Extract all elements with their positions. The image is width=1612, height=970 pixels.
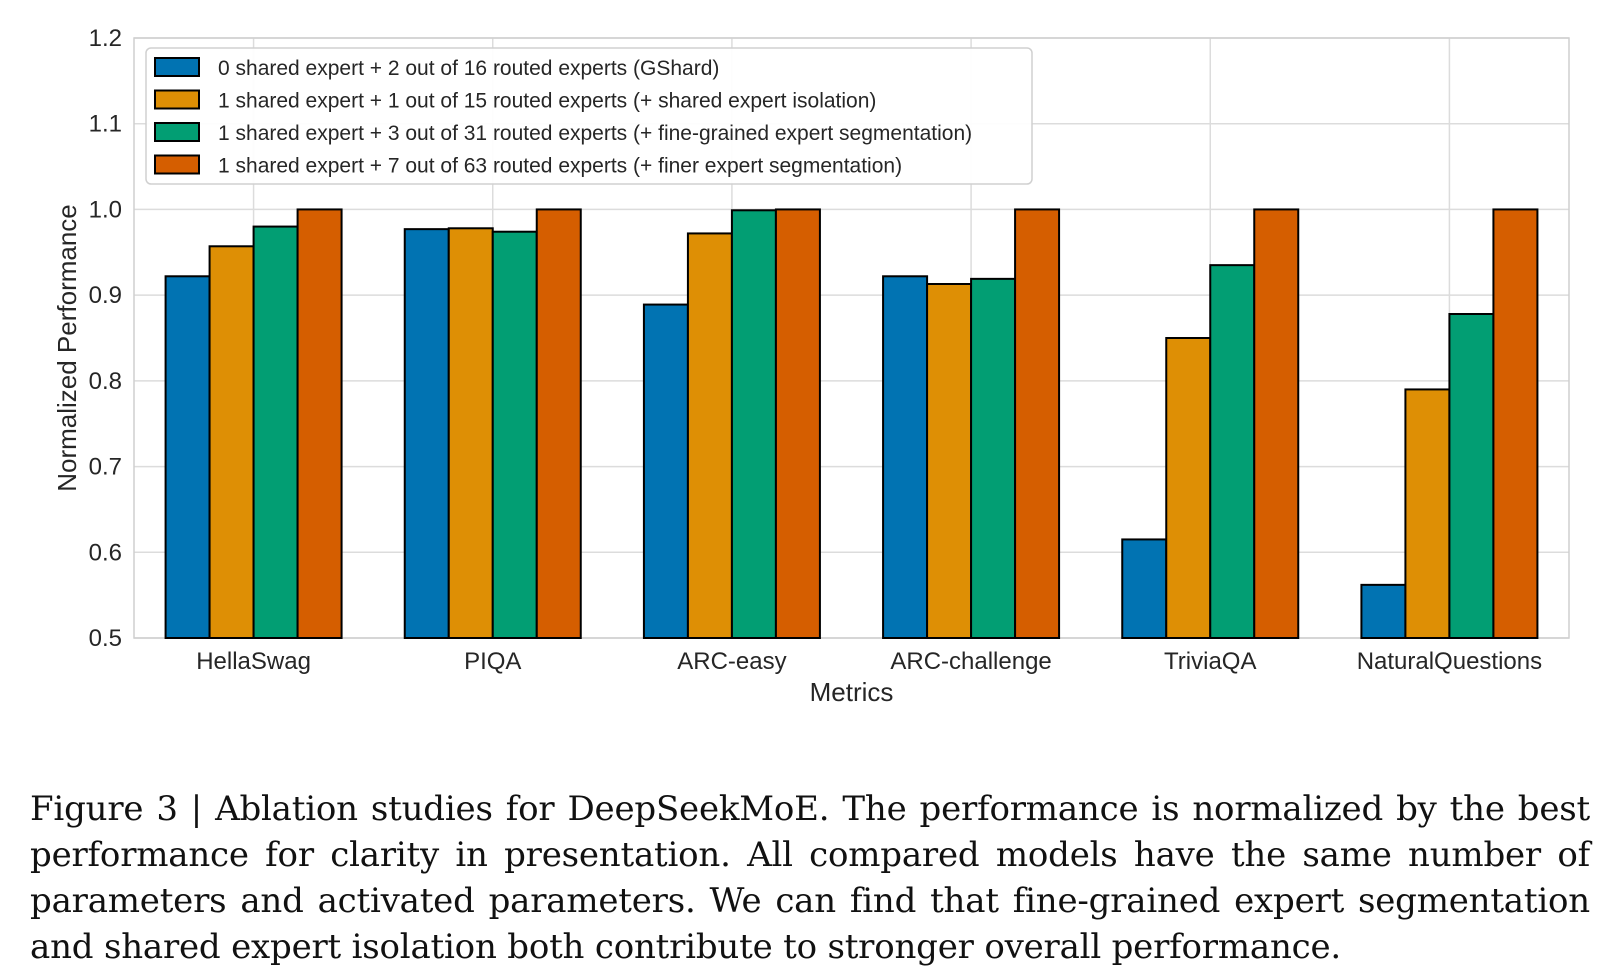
x-tick-label: PIQA: [464, 648, 521, 675]
legend-swatch: [154, 89, 200, 110]
figure-caption: Figure 3 | Ablation studies for DeepSeek…: [30, 789, 1590, 967]
x-tick-label: ARC-challenge: [890, 648, 1051, 675]
bar: [686, 232, 733, 640]
x-tick-label: ARC-easy: [677, 648, 786, 675]
bar: [774, 208, 821, 640]
y-tick-label: 0.8: [89, 368, 122, 395]
y-tick-label: 0.6: [89, 539, 122, 566]
legend-swatch: [154, 122, 200, 142]
bar: [403, 228, 450, 639]
bar: [164, 275, 211, 639]
legend-swatch: [154, 57, 200, 77]
bar: [252, 225, 299, 639]
legend-swatch: [154, 154, 200, 175]
x-axis-label: Metrics: [810, 677, 894, 707]
legend-label: 1 shared expert + 1 out of 15 routed exp…: [218, 90, 876, 113]
y-tick-label: 1.0: [89, 196, 122, 223]
bar: [296, 208, 343, 640]
x-tick-label: NaturalQuestions: [1357, 648, 1542, 675]
bar: [491, 230, 538, 639]
bar: [1121, 538, 1168, 640]
y-tick-label: 0.5: [89, 625, 122, 652]
x-tick-label: HellaSwag: [196, 648, 311, 675]
bar: [1253, 208, 1300, 640]
bar: [1165, 337, 1212, 639]
bar: [926, 283, 973, 639]
bar: [535, 208, 582, 640]
bar: [970, 277, 1017, 639]
plot-frame: [133, 37, 1570, 639]
bar: [1404, 388, 1451, 639]
bar: [1209, 264, 1256, 639]
y-axis-label: Normalized Performance: [52, 204, 82, 492]
bar: [1360, 583, 1407, 639]
chart-container: 0.5 0.6 0.7 0.8 0.9 1.0 1.1 1.2 HellaSwag PIQA ARC…: [52, 25, 1570, 707]
x-tick-label: TriviaQA: [1164, 648, 1256, 675]
legend-label: 0 shared expert + 2 out of 16 routed exp…: [218, 57, 719, 80]
bar: [1492, 208, 1539, 640]
y-tick-label: 0.7: [89, 454, 122, 481]
bar: [1448, 313, 1495, 639]
bar: [447, 227, 494, 640]
bar: [882, 275, 929, 639]
legend-box: [145, 47, 1033, 185]
bar: [208, 245, 255, 640]
bar: [730, 209, 777, 640]
bar-chart: 0.5 0.6 0.7 0.8 0.9 1.0 1.1 1.2 HellaSwag PIQA ARC…: [52, 25, 1570, 707]
legend-label: 1 shared expert + 3 out of 31 routed exp…: [218, 122, 972, 145]
y-tick-label: 1.1: [89, 111, 122, 138]
y-tick-label: 0.9: [89, 282, 122, 309]
bar: [1014, 208, 1061, 640]
bar: [642, 303, 689, 639]
y-tick-label: 1.2: [89, 25, 122, 52]
legend-label: 1 shared expert + 7 out of 63 routed exp…: [218, 155, 902, 178]
